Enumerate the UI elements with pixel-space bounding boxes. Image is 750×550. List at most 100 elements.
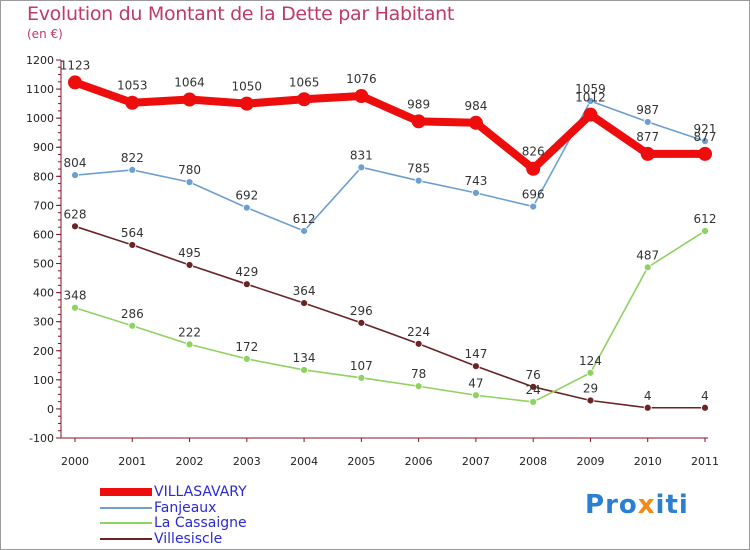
y-tick-label: 1000 (26, 112, 54, 125)
chart-axes: -100 0 100 200 300 400 500 600 700 800 900 1000 1100… (26, 54, 719, 468)
data-label-villasavary: 1053 (117, 79, 148, 93)
data-point-fanjeaux (414, 176, 423, 185)
data-label-villesiscle: 564 (121, 226, 144, 240)
data-label-villasavary: 1064 (174, 76, 205, 90)
data-point-villasavary (583, 107, 598, 122)
data-label-fanjeaux: 692 (235, 189, 258, 203)
data-label-villesiscle: 4 (701, 389, 709, 403)
series-line-villasavary (71, 78, 709, 173)
data-point-la-cassaigne (472, 391, 480, 400)
data-label-villasavary: 1065 (289, 75, 320, 89)
data-point-la-cassaigne (128, 321, 137, 330)
y-tick-label: 200 (33, 345, 54, 358)
legend-swatch-la-cassaigne (100, 522, 152, 524)
legend-swatch-fanjeaux (100, 507, 152, 509)
data-label-villesiscle: 76 (526, 368, 541, 382)
data-point-villesiscle (701, 403, 709, 412)
y-tick-label: 600 (33, 228, 54, 241)
data-point-villasavary (640, 146, 655, 161)
logo-letter: r (605, 490, 619, 520)
y-tick-label: 100 (33, 374, 54, 387)
x-tick-label: 2002 (176, 455, 204, 468)
legend-swatch-villasavary (100, 488, 152, 496)
y-tick-label: 1100 (26, 83, 54, 96)
x-tick-label: 2010 (634, 455, 662, 468)
series-line-fanjeaux (74, 100, 706, 232)
data-label-la-cassaigne: 78 (411, 367, 426, 381)
logo-letter: o (618, 490, 638, 520)
data-point-villasavary (239, 96, 254, 111)
data-point-villesiscle (472, 362, 480, 371)
data-label-villesiscle: 296 (350, 304, 373, 318)
data-point-villesiscle (643, 403, 652, 412)
legend-label-villesiscle: Villesiscle (154, 531, 223, 547)
data-point-villesiscle (128, 241, 137, 249)
data-point-villesiscle (71, 222, 79, 231)
data-point-la-cassaigne (586, 368, 595, 377)
data-point-la-cassaigne (300, 366, 308, 374)
logo-letter: i (655, 490, 666, 520)
legend-label-villasavary: VILLASAVARY (154, 484, 247, 500)
data-point-la-cassaigne (414, 382, 423, 391)
data-label-villesiscle: 147 (464, 347, 487, 361)
data-label-villesiscle: 4 (644, 389, 652, 403)
data-label-fanjeaux: 1059 (575, 82, 606, 96)
logo-letter: i (678, 490, 689, 520)
data-point-villasavary (68, 75, 82, 90)
data-point-fanjeaux (242, 203, 251, 212)
series-villesiscle: 628 564 495 429 364 296 224 147 76 29 4 4 (64, 207, 709, 412)
data-label-fanjeaux: 743 (464, 174, 487, 188)
data-label-la-cassaigne: 24 (526, 383, 541, 397)
chart-title: Evolution du Montant de la Dette par Hab… (27, 3, 455, 25)
data-label-la-cassaigne: 172 (235, 340, 258, 354)
data-point-la-cassaigne (185, 340, 194, 349)
x-tick-label: 2009 (576, 455, 604, 468)
data-point-villasavary (526, 161, 541, 176)
x-tick-label: 2007 (462, 455, 490, 468)
data-label-villesiscle: 224 (407, 325, 430, 339)
data-point-villasavary (125, 95, 140, 110)
data-label-villasavary: 1012 (575, 91, 606, 105)
data-point-villasavary (182, 92, 197, 107)
data-point-fanjeaux (71, 171, 79, 180)
chart-series: 628 564 495 429 364 296 224 147 76 29 4 4 348 286 222 1… (60, 58, 717, 412)
data-label-fanjeaux: 780 (178, 163, 201, 177)
x-tick-label: 2008 (519, 455, 547, 468)
logo-letter: x (637, 490, 656, 520)
data-label-villesiscle: 364 (293, 284, 316, 298)
legend-swatch-villesiscle (100, 538, 152, 540)
data-label-la-cassaigne: 107 (350, 359, 373, 373)
data-label-la-cassaigne: 134 (293, 351, 316, 365)
data-point-fanjeaux (586, 97, 595, 105)
data-point-villesiscle (357, 318, 366, 327)
y-tick-label: 700 (33, 199, 54, 212)
data-label-villasavary: 1050 (232, 80, 263, 94)
data-point-la-cassaigne (71, 303, 79, 312)
x-tick-label: 2004 (290, 455, 318, 468)
data-label-villasavary: 877 (694, 130, 717, 144)
data-point-villasavary (411, 114, 426, 129)
y-tick-label: 400 (33, 287, 54, 300)
legend-label-la-cassaigne: La Cassaigne (154, 515, 247, 531)
data-label-villesiscle: 29 (583, 381, 598, 395)
data-label-villesiscle: 628 (64, 207, 87, 221)
data-label-la-cassaigne: 612 (694, 212, 717, 226)
y-tick-label: 300 (33, 316, 54, 329)
data-label-la-cassaigne: 47 (468, 376, 483, 390)
y-tick-label: 500 (33, 258, 54, 271)
data-label-fanjeaux: 921 (694, 122, 717, 136)
chart-unit: (en €) (27, 27, 63, 41)
series-line-villesiscle (74, 225, 706, 409)
data-point-fanjeaux (643, 118, 652, 126)
data-label-villesiscle: 429 (235, 265, 258, 279)
proxiti-logo: Proxiti (585, 490, 689, 520)
series-fanjeaux: 804 822 780 692 612 831 785 743 696 1059 987 921 (64, 82, 717, 235)
series-line-la-cassaigne (74, 230, 706, 403)
data-label-fanjeaux: 987 (636, 103, 659, 117)
logo-letter: P (585, 490, 606, 520)
data-point-villasavary (297, 92, 312, 107)
data-point-fanjeaux (529, 202, 538, 211)
data-label-villasavary: 984 (464, 99, 487, 113)
data-point-la-cassaigne (357, 373, 366, 382)
